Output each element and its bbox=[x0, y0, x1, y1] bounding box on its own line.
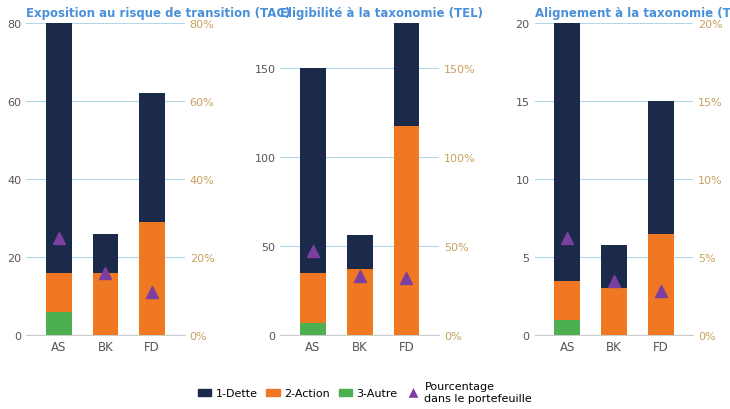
Bar bbox=[139, 94, 165, 222]
Bar bbox=[93, 234, 118, 273]
Bar bbox=[347, 270, 372, 335]
Bar bbox=[46, 312, 72, 335]
Bar bbox=[554, 281, 580, 320]
Bar bbox=[347, 236, 372, 270]
Text: Exposition au risque de transition (TAC): Exposition au risque de transition (TAC) bbox=[26, 7, 291, 20]
Bar bbox=[93, 273, 118, 335]
Bar bbox=[393, 17, 419, 127]
Bar bbox=[601, 245, 627, 289]
Bar bbox=[139, 222, 165, 335]
Bar bbox=[46, 273, 72, 312]
Bar bbox=[554, 320, 580, 335]
Text: Alignement à la taxonomie (TAC): Alignement à la taxonomie (TAC) bbox=[534, 7, 730, 20]
Bar bbox=[648, 102, 674, 234]
Legend: 1-Dette, 2-Action, 3-Autre, Pourcentage
dans le portefeuille: 1-Dette, 2-Action, 3-Autre, Pourcentage … bbox=[193, 377, 537, 407]
Bar bbox=[46, 16, 72, 273]
Bar bbox=[601, 289, 627, 335]
Bar bbox=[300, 323, 326, 335]
Bar bbox=[393, 127, 419, 335]
Text: Eligibilité à la taxonomie (TEL): Eligibilité à la taxonomie (TEL) bbox=[280, 7, 483, 20]
Bar bbox=[300, 68, 326, 273]
Bar bbox=[300, 273, 326, 323]
Bar bbox=[648, 234, 674, 335]
Bar bbox=[554, 24, 580, 281]
